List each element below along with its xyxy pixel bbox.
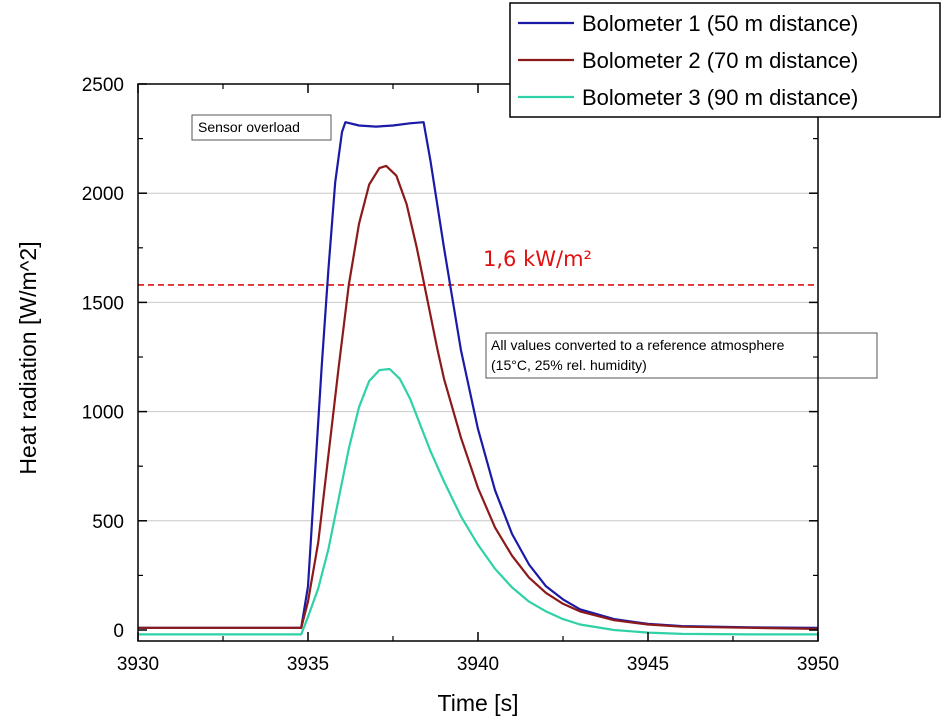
legend-label-3: Bolometer 3 (90 m distance) <box>582 85 858 110</box>
legend-box <box>509 2 941 118</box>
x-tick-label: 3930 <box>117 654 159 675</box>
reference-note-line-1: All values converted to a reference atmo… <box>491 337 785 353</box>
reference-note-line-2: (15°C, 25% rel. humidity) <box>491 357 647 373</box>
y-tick-label: 1000 <box>82 403 124 424</box>
x-tick-label: 3940 <box>457 654 499 675</box>
sensor-overload-label: Sensor overload <box>198 119 300 135</box>
x-tick-label: 3950 <box>797 654 839 675</box>
annotations: Sensor overload All values converted to … <box>191 114 878 379</box>
y-tick-label: 500 <box>92 512 124 533</box>
threshold-group: 1,6 kW/m² <box>138 247 818 286</box>
axes: 3930 3935 3940 3945 3950 0 500 1000 1500 2000 2500 <box>82 75 839 675</box>
series-group <box>138 121 819 636</box>
gridlines <box>138 192 818 522</box>
y-tick-label: 2000 <box>82 184 124 205</box>
y-tick-label: 0 <box>113 621 124 642</box>
legend: Bolometer 1 (50 m distance) Bolometer 2 (… <box>509 2 941 118</box>
y-tick-label: 1500 <box>82 293 124 314</box>
y-tick-label: 2500 <box>82 75 124 96</box>
reference-note-box <box>485 332 878 379</box>
y-axis-title: Heat radiation [W/m^2] <box>15 241 41 474</box>
series-line-2 <box>138 164 819 630</box>
x-axis-title: Time [s] <box>438 690 519 716</box>
series-line-3 <box>138 367 818 636</box>
sensor-overload-box <box>191 114 332 141</box>
threshold-label: 1,6 kW/m² <box>483 247 592 271</box>
series-line-1 <box>138 121 819 629</box>
legend-label-1: Bolometer 1 (50 m distance) <box>582 11 858 36</box>
x-tick-label: 3945 <box>627 654 669 675</box>
x-tick-label: 3935 <box>287 654 329 675</box>
legend-label-2: Bolometer 2 (70 m distance) <box>582 48 858 73</box>
